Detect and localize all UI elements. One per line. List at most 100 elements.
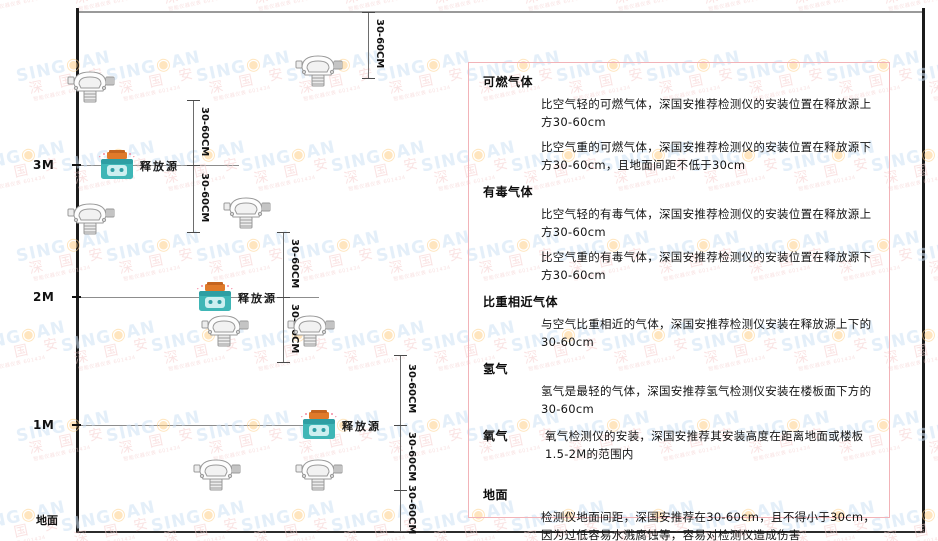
gas-detector-icon: [62, 64, 118, 108]
dimension-cap: [187, 165, 200, 166]
panel-section-similar-density: 比重相近气体与空气比重相近的气体，深国安推荐检测仪安装在释放源上下的30-60c…: [483, 293, 877, 351]
panel-section-title: 氢气: [483, 362, 509, 376]
axis-tick: [72, 296, 81, 298]
dimension-label: 30-60CM: [406, 484, 417, 534]
gas-detector-icon: [62, 196, 118, 240]
gas-detector-icon: [290, 452, 346, 496]
connector-line: [196, 425, 304, 426]
panel-paragraph: 比空气重的可燃气体，深国安推荐检测仪的安装位置在释放源下方30-60cm，且地面…: [541, 140, 872, 172]
ground-label: 地面: [36, 514, 58, 527]
panel-paragraph: 氧气检测仪的安装，深国安推荐其安装高度在距离地面或楼板1.5-2M的范围内: [545, 429, 864, 461]
dimension-cap: [277, 362, 290, 363]
dimension-rule: [193, 100, 194, 232]
axis-tick: [72, 424, 81, 426]
dimension-cap: [187, 100, 200, 101]
connector-line: [79, 297, 199, 298]
panel-paragraph: 与空气比重相近的气体，深国安推荐检测仪安装在释放源上下的30-60cm: [541, 317, 872, 349]
release-source-icon: [98, 150, 136, 182]
dimension-label: 30-60CM: [289, 238, 300, 288]
dimension-label: 30-60CM: [199, 106, 210, 156]
dimension-cap: [277, 297, 290, 298]
panel-paragraph: 比空气轻的可燃气体，深国安推荐检测仪的安装位置在释放源上方30-60cm: [541, 97, 872, 129]
dimension-cap: [394, 355, 407, 356]
gas-detector-icon: [196, 308, 252, 352]
release-source-label: 释放源: [238, 292, 277, 305]
release-source-icon: [196, 282, 234, 314]
frame-bottom-border: [76, 531, 925, 533]
panel-section-title: 有毒气体: [483, 185, 534, 199]
panel-section-row: 氧气 氧气检测仪的安装，深国安推荐其安装高度在距离地面或楼板1.5-2M的范围内: [483, 427, 877, 472]
release-source-icon: [300, 410, 338, 442]
axis-label-2m: 2M: [33, 290, 55, 304]
axis-label-1m: 1M: [33, 418, 55, 432]
panel-section-ground: 地面检测仪地面间距，深国安推荐在30-60cm，且不得小于30cm，因为过低容易…: [483, 486, 877, 541]
panel-paragraph: 比空气轻的有毒气体，深国安推荐检测仪的安装位置在释放源上方30-60cm: [541, 207, 872, 239]
panel-section-hydrogen: 氢气氢气是最轻的气体，深国安推荐氢气检测仪安装在楼板面下方的30-60cm: [483, 360, 877, 418]
axis-label-3m: 3M: [33, 158, 55, 172]
dimension-label: 30-60CM: [406, 364, 417, 414]
dimension-cap: [362, 12, 375, 13]
panel-section-title: 可燃气体: [483, 75, 534, 89]
frame-top-border: [76, 11, 925, 13]
panel-section-oxygen: 氧气 氧气检测仪的安装，深国安推荐其安装高度在距离地面或楼板1.5-2M的范围内: [483, 427, 877, 472]
dimension-cap: [277, 232, 290, 233]
dimension-cap: [394, 490, 407, 491]
frame-left-border: [76, 8, 79, 533]
dimension-cap: [187, 232, 200, 233]
guidance-panel: 可燃气体 比空气轻的可燃气体，深国安推荐检测仪的安装位置在释放源上方30-60cm…: [468, 62, 890, 541]
panel-paragraph: 检测仪地面间距，深国安推荐在30-60cm，且不得小于30cm，因为过低容易水溅…: [541, 510, 876, 541]
dimension-cap: [394, 425, 407, 426]
panel-paragraph: 氢气是最轻的气体，深国安推荐氢气检测仪安装在楼板面下方的30-60cm: [541, 384, 872, 416]
gas-detector-icon: [282, 308, 338, 352]
release-source-label: 释放源: [140, 160, 179, 173]
axis-tick: [72, 164, 81, 166]
gas-detector-icon: [290, 48, 346, 92]
panel-paragraph: 比空气重的有毒气体，深国安推荐检测仪的安装位置在释放源下方30-60cm: [541, 250, 872, 282]
gas-detector-icon: [218, 190, 274, 234]
frame-right-border: [922, 8, 925, 533]
dimension-label: 30-60CM: [199, 172, 210, 222]
panel-section-toxic: 有毒气体 比空气轻的有毒气体，深国安推荐检测仪的安装位置在释放源上方30-60cm…: [483, 183, 877, 284]
dimension-cap: [362, 78, 375, 79]
dimension-cap: [394, 531, 407, 532]
gas-detector-icon: [188, 452, 244, 496]
dimension-rule: [400, 355, 401, 531]
panel-section-flammable: 可燃气体 比空气轻的可燃气体，深国安推荐检测仪的安装位置在释放源上方30-60cm…: [483, 73, 877, 174]
dimension-rule: [368, 12, 369, 78]
dimension-label: 30-60CM: [374, 19, 385, 69]
level-line-3m: [79, 165, 239, 166]
dimension-label: 30-60CM: [406, 431, 417, 481]
panel-section-title: 比重相近气体: [483, 295, 559, 309]
panel-section-title: 氧气: [483, 429, 509, 443]
release-source-label: 释放源: [342, 420, 381, 433]
panel-section-title: 地面: [483, 488, 509, 502]
